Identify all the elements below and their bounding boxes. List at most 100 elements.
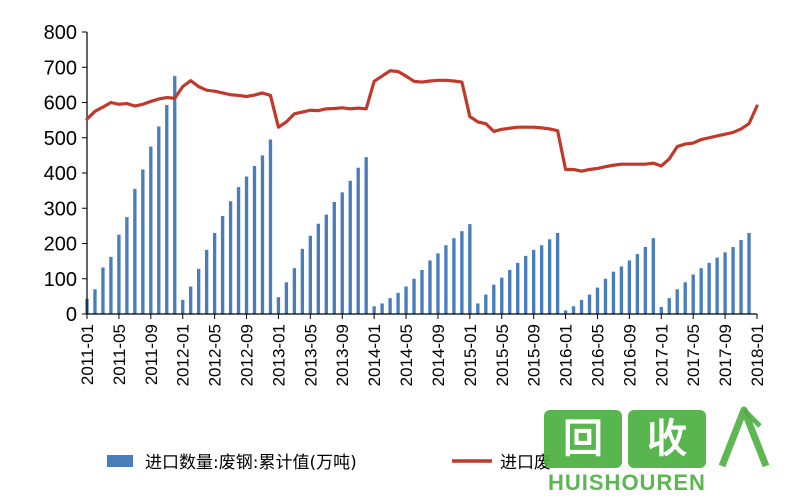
- bar: [149, 146, 153, 314]
- watermark-box-hui: 回: [544, 410, 622, 468]
- x-tick-label: 2014-01: [365, 324, 384, 386]
- x-tick-label: 2016-05: [588, 324, 607, 386]
- legend-line-label: 进口废: [500, 453, 551, 473]
- bar: [460, 231, 464, 314]
- legend: 进口数量:废钢:累计值(万吨) 进口废: [107, 453, 551, 473]
- bar: [101, 267, 105, 314]
- bar: [635, 254, 640, 314]
- bar: [627, 260, 632, 314]
- x-axis: 2011-01 2011-05 2011-09 2012-01 2012-05 2012-…: [78, 313, 767, 386]
- x-tick-label: 2013-01: [269, 324, 288, 386]
- x-tick-label: 2011-05: [110, 324, 129, 385]
- bar: [356, 167, 360, 314]
- x-tick-label: 2017-01: [652, 324, 671, 386]
- watermark-person-icon: [718, 406, 770, 468]
- y-tick-label: 800: [44, 22, 77, 44]
- bar: [524, 255, 528, 314]
- bar: [500, 277, 504, 314]
- y-tick-label: 700: [44, 57, 77, 79]
- y-tick-label: 0: [66, 304, 77, 326]
- bar: [316, 223, 320, 314]
- bar: [691, 274, 695, 314]
- bar: [412, 278, 416, 314]
- x-tick-label: 2016-01: [557, 324, 576, 386]
- bar: [292, 268, 297, 314]
- bar: [196, 268, 201, 314]
- bar: [444, 245, 448, 314]
- bar: [468, 306, 472, 314]
- bar: [723, 252, 727, 314]
- bar: [340, 192, 344, 314]
- bar: [516, 262, 520, 314]
- x-tick-label: 2012-05: [206, 324, 225, 386]
- bar-series: [85, 76, 751, 315]
- y-tick-label: 600: [44, 93, 77, 115]
- bar: [364, 157, 368, 314]
- bar: [404, 286, 408, 314]
- watermark-logo: 回 收 HUISHOUREN: [544, 404, 776, 496]
- bar: [579, 299, 584, 314]
- bar: [675, 289, 679, 314]
- bar: [699, 268, 703, 314]
- bar: [165, 104, 169, 314]
- bar: [204, 249, 209, 314]
- bar: [324, 214, 328, 314]
- watermark-text: HUISHOUREN: [548, 470, 706, 495]
- bar: [436, 253, 440, 314]
- bar: [468, 224, 472, 314]
- bar: [157, 126, 161, 314]
- x-tick-label: 2015-05: [493, 324, 512, 386]
- bar: [731, 247, 735, 314]
- bar: [707, 262, 711, 314]
- line-series: [85, 69, 759, 173]
- bar: [252, 165, 257, 314]
- bar: [268, 139, 273, 314]
- legend-bar-swatch: [107, 455, 133, 467]
- bar: [300, 248, 305, 314]
- bar: [452, 238, 456, 314]
- bar: [555, 232, 560, 314]
- watermark-box-shou: 收: [628, 410, 706, 468]
- bar: [476, 303, 480, 314]
- x-tick-label: 2012-09: [238, 324, 257, 386]
- x-tick-label: 2014-05: [397, 324, 416, 386]
- x-tick-label: 2017-05: [684, 324, 703, 386]
- x-tick-label: 2017-09: [716, 324, 735, 386]
- bar: [492, 284, 496, 314]
- bar: [659, 306, 663, 314]
- bar: [715, 257, 719, 314]
- x-tick-label: 2011-01: [78, 324, 97, 385]
- bar: [683, 282, 687, 314]
- bar: [189, 286, 193, 314]
- x-tick-label: 2012-01: [174, 324, 193, 386]
- bar: [420, 269, 424, 314]
- x-tick-label: 2013-09: [333, 324, 352, 386]
- bar: [619, 266, 624, 314]
- price-line: [85, 69, 759, 173]
- bar: [125, 217, 129, 314]
- bar: [388, 298, 392, 314]
- bar: [484, 294, 488, 314]
- bar: [428, 260, 432, 314]
- bar: [595, 287, 600, 314]
- bar: [181, 299, 185, 314]
- x-tick-label: 2011-09: [142, 324, 161, 385]
- bar: [141, 169, 145, 314]
- x-tick-label: 2016-09: [620, 324, 639, 386]
- bar: [643, 247, 648, 314]
- bar: [508, 269, 512, 314]
- bar: [739, 239, 743, 314]
- bar: [332, 201, 336, 314]
- bar: [173, 76, 177, 314]
- y-tick-label: 200: [44, 234, 77, 256]
- bar: [563, 310, 568, 314]
- bar: [603, 278, 608, 314]
- bar: [93, 289, 97, 314]
- bar: [236, 187, 241, 314]
- bar: [260, 155, 265, 315]
- y-tick-label: 400: [44, 163, 77, 185]
- y-tick-label: 300: [44, 198, 77, 220]
- bar: [276, 297, 281, 314]
- bar: [651, 238, 655, 314]
